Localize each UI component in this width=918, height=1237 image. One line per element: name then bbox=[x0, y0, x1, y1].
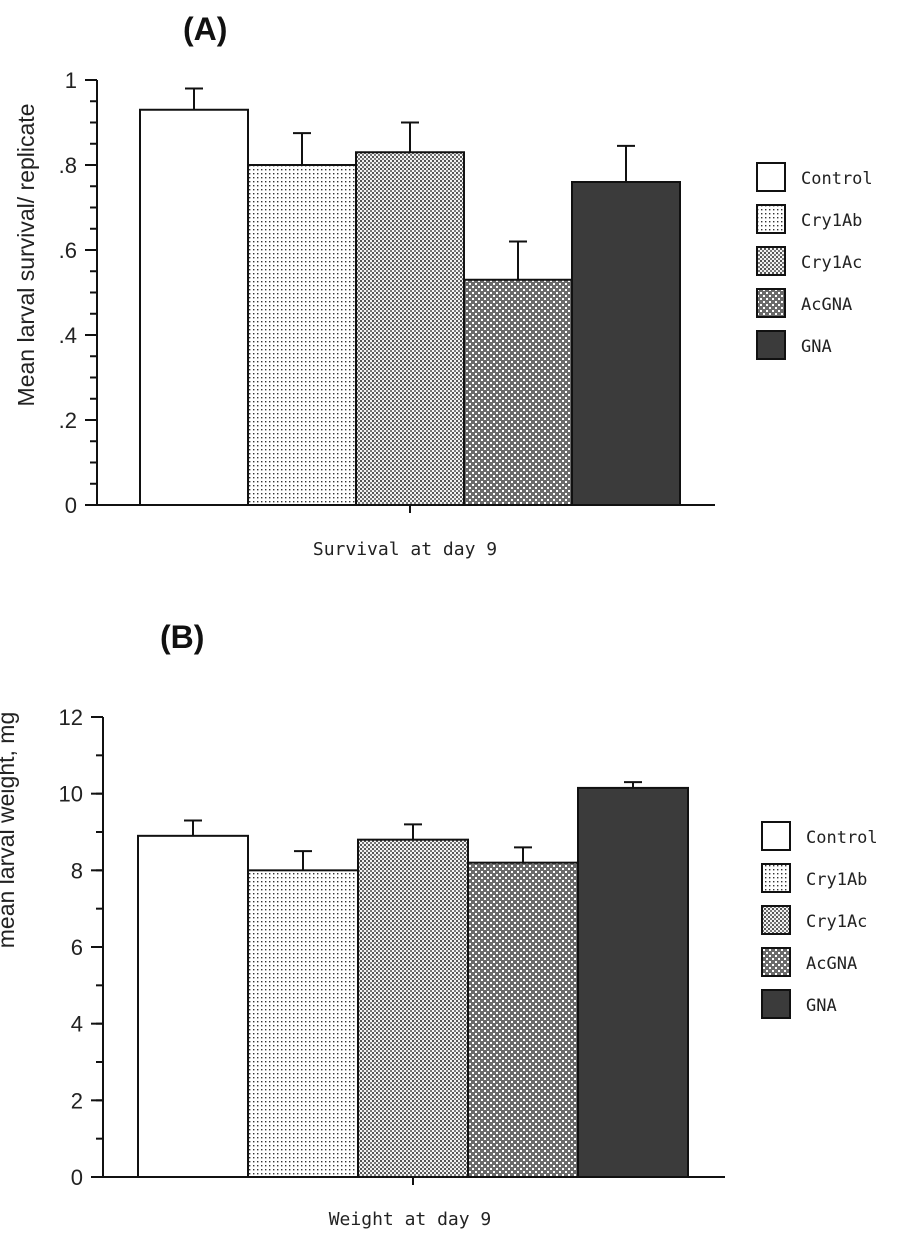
panel-b-bar-cry1ac bbox=[357, 838, 469, 1179]
panel-a-plot-area: 0 .2 .4 .6 .8 1 Control Cry1Ab Cry1Ac AcGNA GNA bbox=[59, 68, 873, 518]
panel-b-legend-swatch bbox=[761, 947, 791, 977]
panel-b-y-axis-title: mean larval weight, mg bbox=[0, 712, 19, 949]
panel-b-y-tick-label: 4 bbox=[71, 1012, 83, 1037]
panel-b-legend-label: AcGNA bbox=[806, 954, 857, 974]
panel-b-bar-gna bbox=[577, 786, 689, 1179]
panel-b-bar-control bbox=[137, 834, 249, 1178]
panel-a-legend-swatch bbox=[756, 246, 786, 276]
panel-a-x-axis-title: Survival at day 9 bbox=[313, 539, 497, 560]
panel-a-bar-cry1ab bbox=[247, 164, 357, 506]
panel-a-y-tick-label: .2 bbox=[59, 408, 77, 433]
panel-b-bar-cry1ab bbox=[247, 869, 359, 1178]
panel-a-bar-cry1ac bbox=[355, 151, 465, 506]
panel-a-bar-control bbox=[139, 108, 249, 506]
panel-b-legend-swatch bbox=[761, 821, 791, 851]
panel-b-legend-swatch bbox=[761, 863, 791, 893]
panel-b-legend-label: Cry1Ab bbox=[806, 870, 867, 890]
panel-b-legend-label: GNA bbox=[806, 996, 837, 1016]
panel-b-y-tick-label: 2 bbox=[71, 1088, 83, 1113]
panel-a-y-axis-title: Mean larval survival/ replicate bbox=[13, 104, 39, 407]
panel-a-legend-label: Cry1Ac bbox=[801, 253, 862, 273]
panel-a-label: (A) bbox=[183, 11, 227, 47]
chart-panel-a: (A) Mean larval survival/ replicate Surv… bbox=[13, 11, 873, 560]
panel-b-legend-label: Cry1Ac bbox=[806, 912, 867, 932]
panel-a-y-tick-label: 1 bbox=[65, 68, 77, 93]
panel-b-x-axis-title: Weight at day 9 bbox=[329, 1209, 492, 1230]
panel-a-bar-acgna bbox=[463, 278, 573, 506]
panel-a-legend-label: Control bbox=[801, 169, 873, 189]
panel-a-legend-swatch bbox=[756, 162, 786, 192]
panel-b-y-tick-label: 10 bbox=[59, 782, 83, 807]
panel-a-legend-swatch bbox=[756, 330, 786, 360]
panel-a-y-tick-label: .6 bbox=[59, 238, 77, 263]
panel-a-y-tick-label: 0 bbox=[65, 493, 77, 518]
panel-a-y-tick-label: .8 bbox=[59, 153, 77, 178]
panel-b-legend-swatch bbox=[761, 905, 791, 935]
panel-b-y-tick-label: 0 bbox=[71, 1165, 83, 1190]
panel-b-y-tick-label: 12 bbox=[59, 705, 83, 730]
panel-a-legend-swatch bbox=[756, 288, 786, 318]
panel-b-y-tick-label: 8 bbox=[71, 858, 83, 883]
chart-panel-b: (B) mean larval weight, mg Weight at day… bbox=[0, 619, 878, 1230]
panel-a-bar-gna bbox=[571, 181, 681, 506]
panel-b-legend-label: Control bbox=[806, 828, 878, 848]
panel-a-legend-label: GNA bbox=[801, 337, 832, 357]
panel-a-legend-label: AcGNA bbox=[801, 295, 852, 315]
panel-a-legend-label: Cry1Ab bbox=[801, 211, 862, 231]
panel-b-bar-acgna bbox=[467, 861, 579, 1179]
panel-b-label: (B) bbox=[160, 619, 204, 655]
panel-a-legend-swatch bbox=[756, 204, 786, 234]
panel-b-legend-swatch bbox=[761, 989, 791, 1019]
panel-b-y-tick-label: 6 bbox=[71, 935, 83, 960]
panel-a-y-tick-label: .4 bbox=[59, 323, 77, 348]
panel-b-plot-area: 0 2 4 6 8 10 12 Control Cry1Ab Cry1Ac AcGNA GNA bbox=[59, 705, 878, 1190]
